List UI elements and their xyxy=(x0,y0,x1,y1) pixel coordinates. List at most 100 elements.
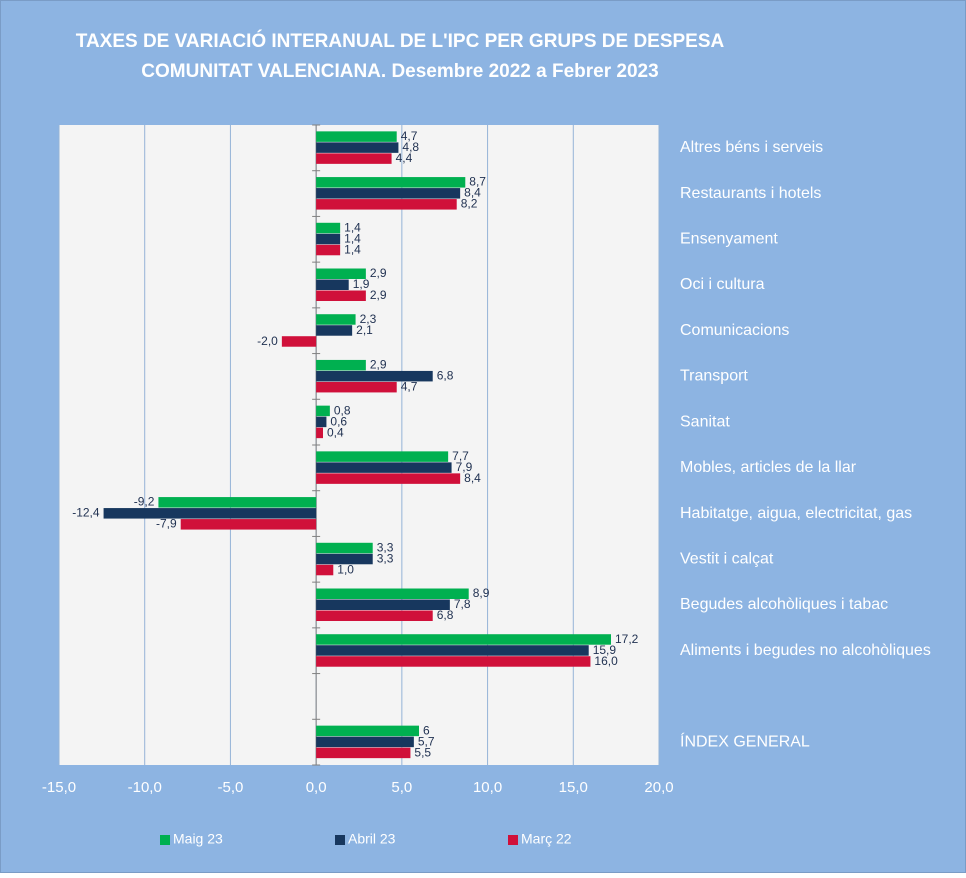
legend-swatch xyxy=(160,835,170,845)
bar xyxy=(158,497,317,508)
category-label: Aliments i begudes no alcohòliques xyxy=(680,642,931,659)
bar xyxy=(316,325,353,336)
legend-label: Març 22 xyxy=(521,831,572,847)
bar xyxy=(316,279,349,290)
value-label: 7,8 xyxy=(454,597,471,611)
value-label: -9,2 xyxy=(134,495,155,509)
value-label: 0,6 xyxy=(330,414,347,428)
bar xyxy=(316,588,469,599)
bar xyxy=(316,188,461,199)
x-tick-label: 5,0 xyxy=(391,779,412,796)
bar xyxy=(316,656,591,667)
bar xyxy=(316,599,450,610)
value-label: 5,7 xyxy=(418,734,435,748)
bar xyxy=(316,222,341,234)
value-label: 1,0 xyxy=(337,562,354,576)
bar xyxy=(316,405,330,417)
category-label: Ensenyament xyxy=(680,231,778,248)
value-label: 2,9 xyxy=(370,266,387,280)
value-label: 8,4 xyxy=(464,471,481,485)
value-label: 3,3 xyxy=(377,540,394,554)
value-label: 8,2 xyxy=(461,197,478,211)
bar xyxy=(316,370,433,382)
bar xyxy=(316,199,457,210)
bar xyxy=(316,747,411,759)
legend-label: Maig 23 xyxy=(173,831,223,847)
bar xyxy=(316,564,334,576)
bar xyxy=(316,416,327,428)
bar xyxy=(316,736,414,748)
value-label: 0,4 xyxy=(327,425,344,439)
chart-title: TAXES DE VARIACIÓ INTERANUAL DE L'IPC PE… xyxy=(76,30,725,52)
bar xyxy=(316,645,589,656)
value-label: 1,4 xyxy=(344,231,361,245)
bar xyxy=(316,131,397,142)
bar xyxy=(316,451,449,462)
bar xyxy=(316,542,373,554)
category-label: Oci i cultura xyxy=(680,276,765,293)
bar xyxy=(281,336,317,347)
value-label: 1,4 xyxy=(344,242,361,256)
x-tick-label: -10,0 xyxy=(128,779,162,796)
value-label: 8,7 xyxy=(469,175,486,189)
bar xyxy=(316,268,366,279)
x-tick-label: 10,0 xyxy=(473,779,502,796)
category-label: Comunicacions xyxy=(680,322,789,339)
bar xyxy=(316,725,419,737)
bar xyxy=(316,427,323,439)
value-label: 6,8 xyxy=(437,369,454,383)
category-label: ÍNDEX GENERAL xyxy=(680,731,810,750)
x-tick-label: 15,0 xyxy=(559,779,588,796)
value-label: 6 xyxy=(423,723,430,737)
category-label: Begudes alcohòliques i tabac xyxy=(680,596,888,613)
bar xyxy=(316,359,366,371)
value-label: 4,4 xyxy=(396,151,413,165)
value-label: 7,7 xyxy=(452,449,469,463)
value-label: 4,7 xyxy=(401,129,418,143)
value-label: 0,8 xyxy=(334,403,351,417)
category-label: Mobles, articles de la llar xyxy=(680,459,857,476)
value-label: 7,9 xyxy=(456,460,473,474)
bar xyxy=(316,314,356,325)
value-label: 4,7 xyxy=(401,380,418,394)
bar xyxy=(316,610,433,621)
value-label: 8,4 xyxy=(464,186,481,200)
legend-swatch xyxy=(508,835,518,845)
value-label: 3,3 xyxy=(377,551,394,565)
x-tick-label: -5,0 xyxy=(217,779,243,796)
category-label: Transport xyxy=(680,368,748,385)
bar xyxy=(316,553,373,565)
value-label: 15,9 xyxy=(593,643,617,657)
value-label: 4,8 xyxy=(402,140,419,154)
bar xyxy=(316,473,461,484)
value-label: 1,4 xyxy=(344,220,361,234)
value-label: 2,9 xyxy=(370,288,387,302)
chart-subtitle: COMUNITAT VALENCIANA. Desembre 2022 a Fe… xyxy=(141,61,658,82)
x-tick-label: 20,0 xyxy=(644,779,673,796)
x-tick-label: 0,0 xyxy=(306,779,327,796)
value-label: 5,5 xyxy=(414,745,431,759)
value-label: 17,2 xyxy=(615,632,639,646)
value-label: -2,0 xyxy=(257,334,278,348)
value-label: 6,8 xyxy=(437,608,454,622)
category-label: Habitatge, aigua, electricitat, gas xyxy=(680,505,912,522)
legend-swatch xyxy=(335,835,345,845)
bar xyxy=(316,142,399,153)
category-label: Restaurants i hotels xyxy=(680,185,821,202)
value-label: 1,9 xyxy=(353,277,370,291)
x-tick-label: -15,0 xyxy=(42,779,76,796)
bar xyxy=(316,177,466,188)
bar xyxy=(316,381,397,393)
value-label: 16,0 xyxy=(594,654,618,668)
bar xyxy=(316,233,341,245)
category-label: Vestit i calçat xyxy=(680,551,774,568)
bar xyxy=(316,153,392,164)
bar xyxy=(316,244,341,256)
bar xyxy=(180,519,317,530)
value-label: 2,3 xyxy=(360,312,377,326)
value-label: 2,1 xyxy=(356,323,373,337)
category-label: Altres béns i serveis xyxy=(680,139,823,156)
bar xyxy=(103,508,317,519)
bar xyxy=(316,290,366,301)
